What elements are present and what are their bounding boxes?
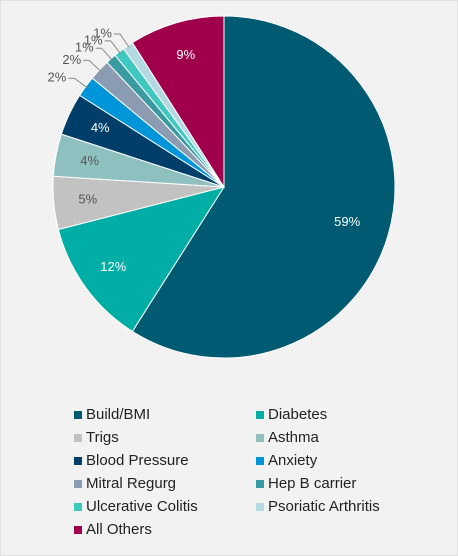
legend-label: Build/BMI [86, 406, 150, 423]
legend-label: Asthma [268, 429, 320, 446]
data-label: 1% [75, 40, 94, 55]
legend-label: Hep B carrier [268, 475, 356, 492]
data-label: 4% [91, 120, 110, 135]
data-label: 2% [48, 70, 67, 85]
legend-swatch [256, 480, 264, 488]
data-label: 12% [100, 259, 126, 274]
data-label: 2% [62, 52, 81, 67]
leader-line [95, 47, 113, 61]
legend-label: Psoriatic Arthritis [268, 498, 380, 515]
legend-swatch [256, 411, 264, 419]
legend-swatch [74, 526, 82, 534]
legend-label: Blood Pressure [86, 452, 189, 469]
legend-swatch [256, 457, 264, 465]
legend-label: Ulcerative Colitis [86, 498, 198, 515]
legend-label: All Others [86, 521, 152, 538]
legend-swatch [256, 503, 264, 511]
pie-slice [131, 15, 396, 359]
legend-label: Trigs [86, 429, 119, 446]
data-label: 1% [93, 25, 112, 40]
data-label: 59% [334, 214, 360, 229]
legend-label: Mitral Regurg [86, 475, 176, 492]
leader-line [114, 33, 130, 48]
legend-swatch [74, 457, 82, 465]
data-label: 5% [78, 191, 97, 206]
leader-line [68, 77, 88, 89]
legend-label: Anxiety [268, 452, 318, 469]
leader-line [83, 59, 102, 72]
data-label: 9% [176, 47, 195, 62]
legend-swatch [256, 434, 264, 442]
pie-slice [57, 186, 226, 333]
legend-label: Diabetes [268, 406, 327, 423]
data-label: 1% [84, 32, 103, 47]
data-label: 4% [80, 153, 99, 168]
legend-swatch [74, 434, 82, 442]
legend-swatch [74, 411, 82, 419]
pie-slice [131, 15, 225, 189]
legend-swatch [74, 503, 82, 511]
leader-line [104, 40, 121, 54]
legend-swatch [74, 480, 82, 488]
